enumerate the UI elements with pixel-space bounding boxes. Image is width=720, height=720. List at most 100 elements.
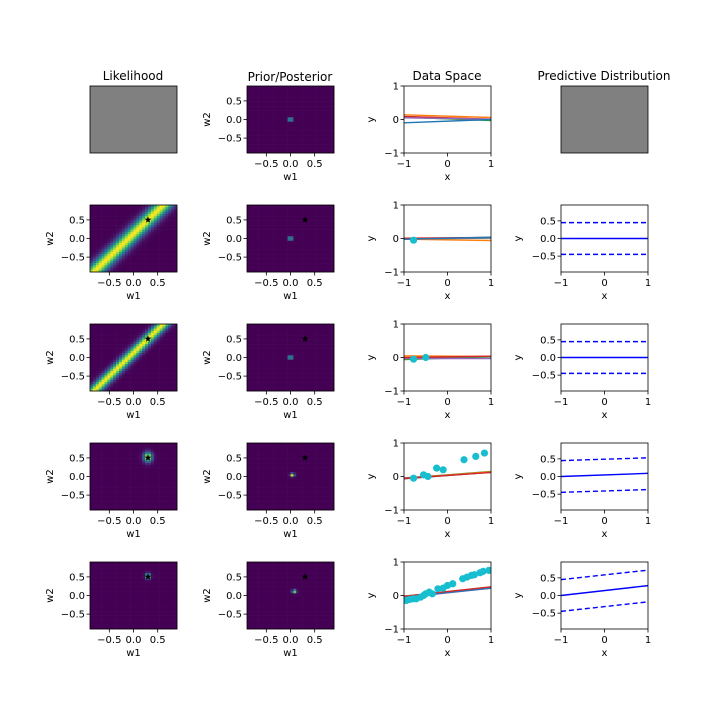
heat-cell [287, 229, 291, 233]
heat-cell [159, 263, 163, 266]
heat-cell [90, 501, 94, 504]
heat-cell [249, 269, 254, 273]
heat-cell [168, 213, 172, 217]
heat-cell [325, 108, 329, 111]
heat-cell [165, 361, 169, 365]
heat-cell [247, 229, 251, 233]
heat-cell [284, 379, 288, 383]
heat-cell [328, 227, 332, 230]
heat-cell [310, 346, 314, 349]
heat-cell [255, 146, 259, 149]
heat-cell [296, 251, 300, 255]
heat-cell [316, 267, 320, 271]
heat-cell [153, 357, 157, 361]
title-prior-posterior: Prior/Posterior [248, 70, 333, 84]
heat-cell [153, 254, 157, 257]
heat-cell [145, 267, 149, 271]
heat-cell [110, 335, 114, 338]
w2-tick-label: 0.0 [226, 234, 242, 245]
heat-cell [278, 123, 283, 127]
heat-cell [119, 359, 123, 363]
heat-cell [287, 207, 291, 210]
heat-cell [249, 135, 254, 138]
heat-cell [284, 108, 288, 111]
heat-cell [124, 229, 128, 233]
heat-cell [159, 227, 163, 230]
heat-cell [171, 231, 175, 235]
heat-cell [145, 207, 149, 210]
heat-cell [119, 247, 123, 250]
heat-cell [322, 238, 326, 242]
heat-cell [124, 220, 128, 224]
heat-cell [110, 337, 114, 340]
heat-cell [95, 337, 99, 340]
heat-cell [293, 263, 297, 266]
heat-cell [107, 346, 111, 349]
heat-cell [130, 337, 134, 340]
heat-cell [136, 205, 140, 208]
heat-cell [287, 211, 291, 215]
heat-cell [258, 379, 262, 383]
heat-cell [104, 231, 108, 235]
heat-cell [328, 141, 332, 145]
heat-cell [328, 388, 332, 392]
heat-cell [98, 505, 102, 509]
heat-cell [276, 364, 280, 367]
heat-cell [162, 364, 166, 367]
heat-cell [302, 242, 306, 246]
heat-cell [290, 90, 294, 93]
heat-cell [156, 240, 160, 244]
y-tick-label: −0.5 [532, 252, 556, 263]
heat-cell [264, 222, 268, 226]
heat-cell [255, 144, 259, 147]
heat-cell [310, 330, 314, 334]
heat-cell [127, 324, 131, 327]
heat-cell [290, 337, 294, 340]
heat-cell [331, 213, 335, 217]
heat-cell [92, 451, 97, 455]
heat-cell [267, 234, 271, 237]
heat-cell [270, 216, 274, 219]
heat-cell [249, 139, 254, 143]
heat-cell [270, 218, 274, 221]
heat-cell [145, 234, 149, 237]
heat-cell [168, 220, 172, 224]
heat-cell [119, 211, 123, 215]
heat-cell [305, 86, 309, 89]
heat-cell [264, 234, 268, 237]
heat-cell [174, 242, 178, 246]
heat-cell [276, 350, 280, 354]
heat-cell [101, 386, 105, 390]
heat-cell [156, 218, 160, 221]
heat-cell [104, 216, 108, 219]
heat-cell [316, 377, 320, 381]
heat-cell [252, 330, 256, 334]
heat-cell [150, 234, 155, 237]
heat-cell [156, 324, 160, 327]
heat-cell [284, 90, 288, 93]
heat-cell [168, 231, 172, 235]
heat-cell [310, 254, 314, 257]
heat-cell [142, 355, 146, 358]
heat-cell [90, 388, 94, 392]
heat-cell [278, 101, 283, 105]
heat-cell [252, 92, 256, 96]
heat-cell [153, 256, 157, 259]
heat-cell [261, 361, 265, 365]
heat-cell [110, 480, 114, 484]
heat-cell [107, 251, 111, 255]
heat-cell [305, 348, 309, 352]
heat-cell [261, 234, 265, 237]
heat-cell [113, 489, 117, 493]
heat-cell [313, 234, 317, 237]
heat-cell [287, 373, 291, 376]
w1-tick-label: −0.5 [254, 159, 278, 170]
heat-cell [92, 478, 97, 482]
heat-cell [113, 265, 117, 268]
heat-cell [325, 373, 329, 376]
heat-cell [124, 344, 128, 347]
heat-cell [261, 366, 265, 369]
heat-cell [130, 364, 134, 367]
heat-cell [153, 377, 157, 381]
heat-cell [325, 106, 329, 109]
